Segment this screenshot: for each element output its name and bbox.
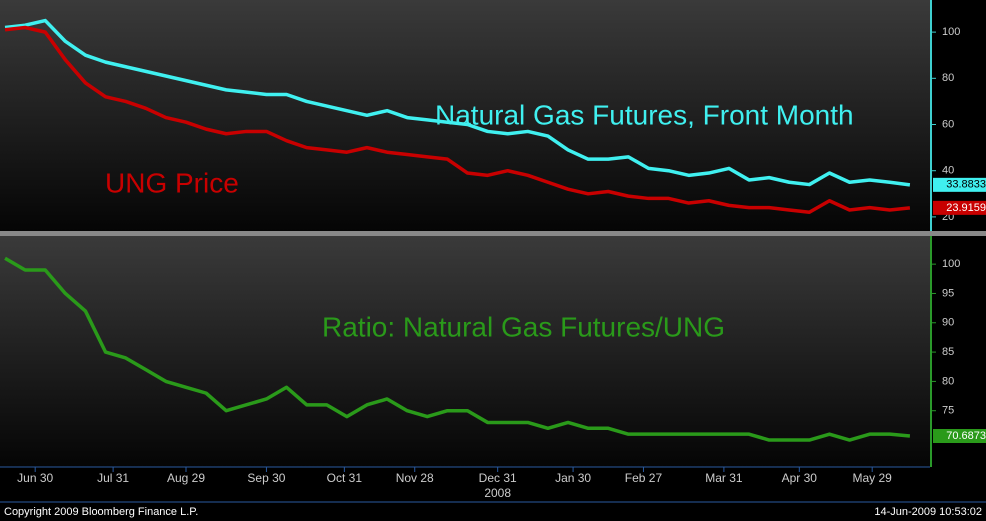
y-tick-label: 100 (942, 26, 960, 38)
series-label: Ratio: Natural Gas Futures/UNG (322, 311, 725, 342)
panel-bg (0, 0, 930, 231)
series-line (4, 25, 911, 215)
x-tick-label: Jun 30 (17, 471, 53, 485)
last-value-box (933, 177, 986, 192)
x-tick-label: Oct 31 (327, 471, 363, 485)
timestamp: 14-Jun-2009 10:53:02 (874, 506, 982, 518)
y-tick-label: 100 (942, 258, 960, 270)
series-line (4, 256, 911, 442)
x-tick-label: Jan 30 (555, 471, 591, 485)
y-tick-label: 80 (942, 72, 954, 84)
last-value-label: 70.6873 (946, 430, 986, 442)
x-tick-label: May 29 (853, 471, 893, 485)
y-tick-label: 85 (942, 346, 954, 358)
y-tick-label: 60 (942, 118, 954, 130)
x-tick-label: Dec 31 (479, 471, 517, 485)
series-label: Natural Gas Futures, Front Month (435, 99, 854, 130)
x-tick-label: Aug 29 (167, 471, 205, 485)
y-tick-label: 75 (942, 405, 954, 417)
x-tick-label: Sep 30 (247, 471, 285, 485)
y-tick-label: 80 (942, 375, 954, 387)
y-tick-label: 40 (942, 165, 954, 177)
series-label: UNG Price (105, 167, 239, 198)
x-tick-label: Mar 31 (705, 471, 743, 485)
last-value-label: 23.9159 (946, 202, 986, 214)
last-value-box (933, 429, 986, 444)
panel-bg (0, 236, 930, 467)
last-value-box (933, 200, 986, 215)
panel-separator (0, 231, 986, 236)
copyright: Copyright 2009 Bloomberg Finance L.P. (4, 506, 198, 518)
x-tick-label: Apr 30 (782, 471, 818, 485)
series-line (4, 18, 911, 187)
x-tick-label: Jul 31 (97, 471, 129, 485)
x-tick-label: Feb 27 (625, 471, 663, 485)
x-tick-label: Nov 28 (396, 471, 434, 485)
y-tick-label: 95 (942, 287, 954, 299)
last-value-label: 33.8833 (946, 179, 986, 191)
year-label: 2008 (484, 486, 511, 500)
y-tick-label: 90 (942, 317, 954, 329)
